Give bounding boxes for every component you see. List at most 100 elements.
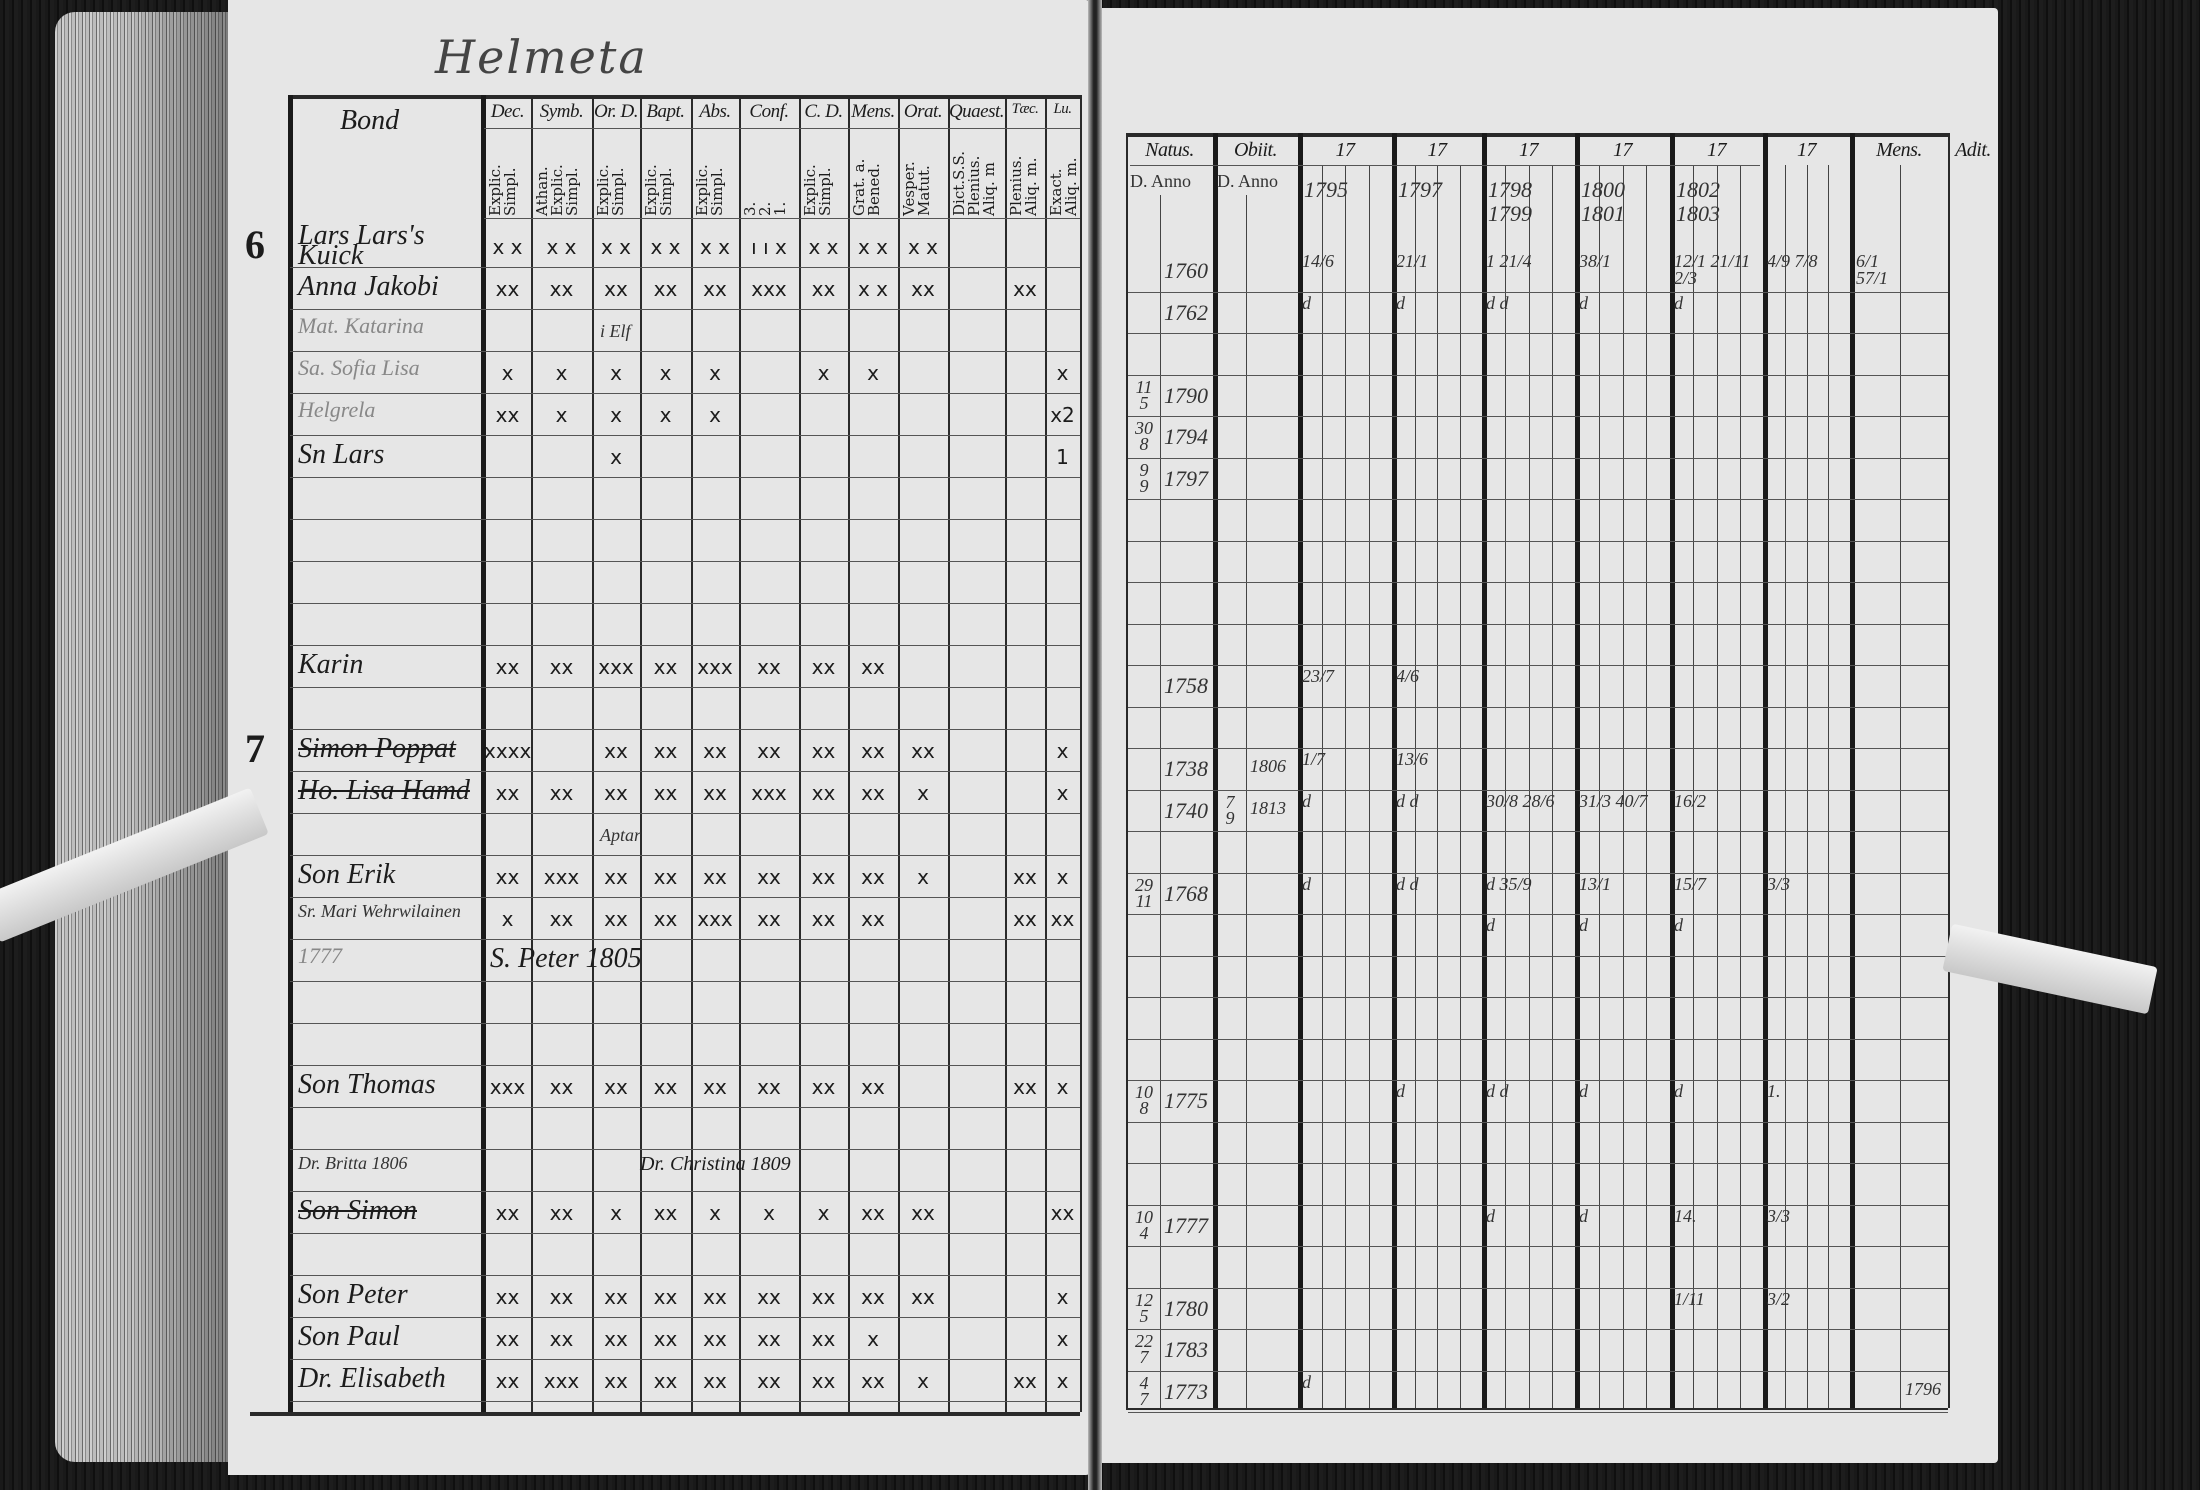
catechism-mark: xx xyxy=(811,277,836,301)
row-rule xyxy=(290,1359,1080,1360)
birth-year: 1783 xyxy=(1164,1337,1208,1362)
right-row-rule xyxy=(1128,1287,1948,1289)
catechism-mark: xx xyxy=(549,1327,574,1351)
right-row-rule xyxy=(1128,499,1948,500)
right-row-rule xyxy=(1128,1121,1948,1123)
catechism-mark: x xyxy=(709,403,721,427)
right-column-header: Obiit. xyxy=(1233,139,1278,161)
right-row-rule xyxy=(1128,1246,1948,1247)
right-column-divider xyxy=(1948,133,1950,1408)
catechism-mark: xx xyxy=(549,781,574,805)
catechism-mark: xx xyxy=(1013,277,1037,301)
column-divider xyxy=(898,95,900,1412)
exam-mark: d xyxy=(1396,292,1405,313)
exam-mark: 1 21/4 xyxy=(1486,251,1532,271)
right-row-rule xyxy=(1128,1038,1948,1040)
right-column-divider xyxy=(1213,133,1218,1408)
catechism-mark: x x xyxy=(492,235,523,259)
catechism-mark: xx xyxy=(1050,1201,1075,1225)
catechism-mark: x2 xyxy=(1050,403,1075,427)
year-subdivider xyxy=(1784,165,1786,1408)
column-divider xyxy=(1045,95,1047,1412)
catechism-mark: xx xyxy=(549,1285,574,1309)
right-row-rule xyxy=(1128,665,1948,666)
year-subdivider xyxy=(1622,165,1624,1408)
catechism-mark: xx xyxy=(653,277,678,301)
exam-mark: d d xyxy=(1396,873,1419,894)
exam-mark: 21/1 xyxy=(1396,251,1429,271)
catechism-mark: xx xyxy=(861,1369,885,1393)
right-table-top xyxy=(1126,133,1948,137)
right-column-header: 17 xyxy=(1519,139,1539,161)
right-column-divider xyxy=(1763,133,1768,1408)
column-header: Mens. xyxy=(851,101,895,122)
year-subdivider xyxy=(1459,165,1461,1408)
catechism-mark: xx xyxy=(604,1285,628,1309)
entry-number: 6 xyxy=(245,222,265,267)
catechism-mark: 1 xyxy=(1056,445,1069,469)
exam-mark: 12/1 21/11 2/3 xyxy=(1674,251,1751,288)
column-divider xyxy=(848,95,850,1412)
exam-mark: d xyxy=(1674,915,1683,935)
catechism-mark: xxx xyxy=(697,655,733,679)
right-row-rule xyxy=(1128,291,1948,293)
person-name: Son Erik xyxy=(298,859,396,890)
catechism-mark: xx xyxy=(1050,907,1075,931)
catechism-mark: x xyxy=(610,445,622,469)
exam-mark: d xyxy=(1486,1205,1495,1226)
adit-year: 1796 xyxy=(1905,1378,1941,1399)
catechism-mark: x x xyxy=(907,235,939,259)
catechism-mark: xxx xyxy=(543,865,580,889)
year-subdivider xyxy=(1806,165,1808,1408)
column-subheader: Explic. Simpl. xyxy=(642,164,675,216)
birth-day: 12 5 xyxy=(1135,1289,1153,1326)
row-rule xyxy=(290,1107,1080,1108)
catechism-mark: xx xyxy=(495,1327,520,1351)
catechism-mark: xx xyxy=(703,1285,727,1309)
catechism-mark: xx xyxy=(495,403,520,427)
column-header: C. D. xyxy=(804,101,843,122)
person-name: Simon Poppat xyxy=(298,733,456,764)
exam-mark: 1/7 xyxy=(1302,749,1326,769)
right-page xyxy=(1098,8,1998,1463)
right-row-rule xyxy=(1128,457,1948,459)
row-rule xyxy=(290,981,1080,982)
row-rule xyxy=(290,1191,1080,1192)
column-subheader: Explic. Simpl. xyxy=(693,164,726,216)
catechism-mark: xx xyxy=(604,907,628,931)
row-rule xyxy=(290,771,1080,772)
catechism-mark: xx xyxy=(549,277,574,301)
catechism-mark: xx xyxy=(1013,1369,1037,1393)
exam-mark: d xyxy=(1674,1081,1683,1101)
catechism-mark: xx xyxy=(703,739,727,763)
catechism-mark: xx xyxy=(549,655,574,679)
year-subdivider xyxy=(1551,165,1553,1408)
birth-year: 1773 xyxy=(1164,1378,1208,1404)
catechism-mark: ı ı x xyxy=(751,235,787,259)
column-divider xyxy=(1005,95,1007,1412)
catechism-mark: xx xyxy=(604,277,628,301)
column-header: Or. D. xyxy=(594,101,638,122)
person-name: Son Simon xyxy=(298,1195,417,1226)
row-rule xyxy=(290,813,1080,814)
catechism-mark: xx xyxy=(604,739,628,763)
exam-mark: d xyxy=(1579,1205,1588,1226)
column-subheader: 3. 2. 1. xyxy=(741,201,789,216)
birth-year: 1758 xyxy=(1164,673,1208,698)
exam-mark: d xyxy=(1302,292,1311,313)
exam-mark: 3/3 xyxy=(1767,873,1791,894)
catechism-mark: x xyxy=(1056,1285,1069,1309)
exam-mark: 3/3 xyxy=(1767,1205,1791,1226)
catechism-mark: x xyxy=(867,361,879,385)
right-row-rule xyxy=(1128,748,1948,749)
annotation: Aptar xyxy=(600,825,642,845)
right-row-rule xyxy=(1128,1204,1948,1206)
catechism-mark: x xyxy=(1056,1075,1069,1099)
right-row-rule xyxy=(1128,374,1948,376)
catechism-mark: x x xyxy=(857,277,889,301)
right-row-rule xyxy=(1128,1163,1948,1164)
catechism-mark: xx xyxy=(861,739,885,763)
column-divider xyxy=(640,95,642,1412)
catechism-mark: xx xyxy=(757,865,781,889)
right-column-divider xyxy=(1392,133,1397,1408)
